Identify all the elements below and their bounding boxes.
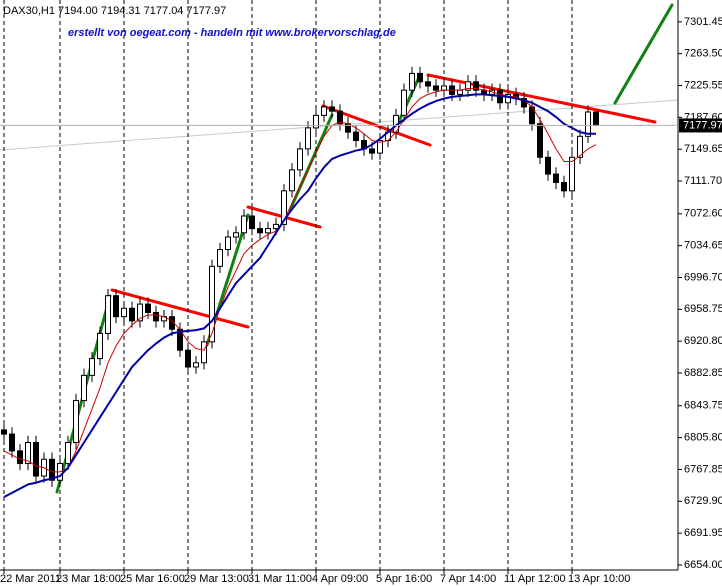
candle-body xyxy=(537,123,543,158)
candle-body xyxy=(1,429,7,435)
candle-body xyxy=(401,89,407,116)
candle-body xyxy=(441,85,447,91)
candle-body xyxy=(289,169,295,192)
candle-body xyxy=(81,374,87,402)
y-tick-label: 6805.80 xyxy=(684,432,722,444)
candle-body xyxy=(113,295,119,318)
candle-body xyxy=(49,458,55,481)
candle-body xyxy=(217,249,223,267)
y-tick-label: 6996.70 xyxy=(684,271,722,283)
candle-body xyxy=(201,341,207,364)
candle-body xyxy=(353,131,359,142)
header: DAX30,H1 7194.00 7194.31 7177.04 7177.97 xyxy=(3,5,226,17)
candle-body xyxy=(425,81,431,87)
x-tick-label: 11 Apr 12:00 xyxy=(504,573,566,585)
y-tick-label: 7301.45 xyxy=(684,16,722,28)
moving-average xyxy=(3,93,596,498)
candle-body xyxy=(273,223,279,230)
candle-body xyxy=(257,228,263,234)
candle-body xyxy=(209,265,215,343)
candle-body xyxy=(313,114,319,129)
candle-body xyxy=(185,349,191,368)
y-tick-label: 6691.95 xyxy=(684,527,722,539)
candle-body xyxy=(553,173,559,183)
candle-body xyxy=(577,135,583,158)
candle-body xyxy=(17,450,23,464)
y-tick-label: 7225.55 xyxy=(684,79,722,91)
x-tick-label: 5 Apr 16:00 xyxy=(376,573,432,585)
candle-body xyxy=(545,156,551,175)
candle-body xyxy=(473,81,479,91)
y-tick-label: 6767.85 xyxy=(684,463,722,475)
candle-body xyxy=(97,332,103,360)
candle-body xyxy=(585,111,591,137)
candle-body xyxy=(297,148,303,171)
candle-body xyxy=(505,93,511,104)
candle-body xyxy=(225,236,231,251)
price-label: 7177.97 xyxy=(683,119,722,131)
candle-body xyxy=(337,110,343,125)
candle-body xyxy=(457,89,463,95)
x-tick-label: 13 Apr 10:00 xyxy=(568,573,630,585)
candle-body xyxy=(377,140,383,154)
candle-body xyxy=(65,441,71,464)
candle-body xyxy=(129,307,135,322)
candle-body xyxy=(33,441,39,477)
candle-body xyxy=(465,81,471,91)
candle-body xyxy=(593,111,599,126)
candle-body xyxy=(409,72,415,91)
candle-body xyxy=(433,85,439,91)
y-tick-label: 6843.75 xyxy=(684,400,722,412)
y-tick-label: 7111.70 xyxy=(684,175,722,187)
y-tick-label: 7263.50 xyxy=(684,48,722,60)
candle-body xyxy=(569,156,575,192)
candle-body xyxy=(137,303,143,322)
x-tick-label: 4 Apr 09:00 xyxy=(312,573,368,585)
resistance-line xyxy=(110,288,250,329)
annotation: erstellt von oegeat.com - handeln mit ww… xyxy=(68,27,396,39)
y-tick-label: 6920.80 xyxy=(684,335,722,347)
x-tick-label: 29 Mar 13:00 xyxy=(184,573,249,585)
candle-body xyxy=(25,441,31,464)
x-tick-label: 22 Mar 2011 xyxy=(0,573,61,585)
candle-body xyxy=(9,433,15,452)
candle-body xyxy=(145,303,151,313)
candle-body xyxy=(153,311,159,322)
y-tick-label: 7034.65 xyxy=(684,240,722,252)
impulse-line xyxy=(393,73,422,132)
y-tick-label: 6882.85 xyxy=(684,367,722,379)
candle-body xyxy=(321,106,327,116)
candle-body xyxy=(89,358,95,376)
candle-body xyxy=(417,72,423,83)
moving-average xyxy=(3,87,597,473)
candle-body xyxy=(241,215,247,234)
y-tick-label: 6958.75 xyxy=(684,303,722,315)
candle-body xyxy=(193,362,199,368)
candle-body xyxy=(305,127,311,150)
candle-body xyxy=(561,181,567,192)
candle-body xyxy=(121,307,127,318)
price-box xyxy=(679,118,722,133)
candle-body xyxy=(73,400,79,443)
y-tick-label: 6654.00 xyxy=(684,559,722,571)
candle-body xyxy=(329,106,335,112)
x-tick-label: 23 Mar 18:00 xyxy=(56,573,121,585)
candle-body xyxy=(265,228,271,234)
y-tick-label: 6729.90 xyxy=(684,495,722,507)
candle-body xyxy=(233,232,239,238)
x-tick-label: 31 Mar 11:00 xyxy=(248,573,312,585)
candle-body xyxy=(281,190,287,225)
impulse-line xyxy=(613,3,674,105)
candle-body xyxy=(369,148,375,154)
y-tick-label: 7149.65 xyxy=(684,143,722,155)
x-tick-label: 7 Apr 14:00 xyxy=(440,573,496,585)
candle-body xyxy=(105,295,111,334)
candle-body xyxy=(249,215,255,230)
x-tick-label: 25 Mar 16:00 xyxy=(120,573,185,585)
y-tick-label: 7072.60 xyxy=(684,208,722,220)
